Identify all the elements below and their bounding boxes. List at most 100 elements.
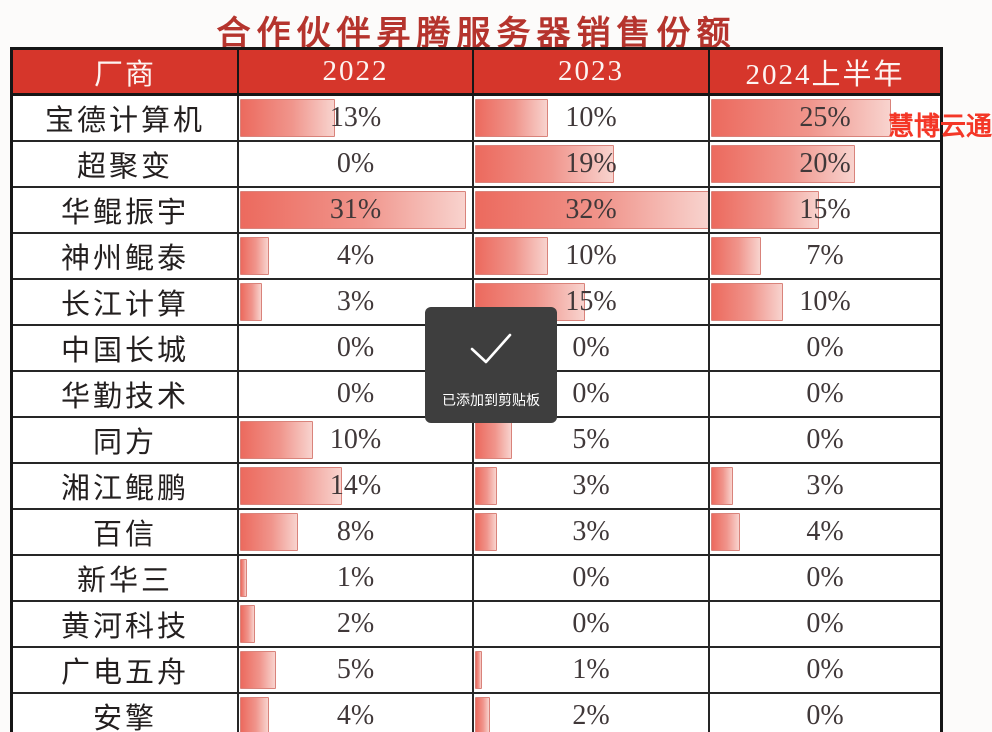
value-cell-2024-h1: 0% [708, 694, 940, 732]
value-bar [240, 421, 313, 459]
vendor-label: 黄河科技 [60, 611, 189, 643]
value-bar [711, 145, 855, 183]
table-body: 宝德计算机 13% 10% 25% 超聚变 0% 19% 20% [13, 96, 940, 732]
vendor-label: 百信 [92, 519, 157, 551]
value-label: 0% [806, 332, 844, 363]
vendor-cell: 同方 [13, 418, 237, 462]
value-bar [240, 467, 342, 505]
value-cell-2024-h1: 0% [708, 556, 940, 600]
vendor-cell: 长江计算 [13, 280, 237, 324]
value-cell-2022: 1% [237, 556, 472, 600]
vendor-cell: 中国长城 [13, 326, 237, 370]
value-bar [711, 513, 740, 551]
value-cell-2024-h1: 10% [708, 280, 940, 324]
value-bar [240, 559, 248, 597]
vendor-label: 超聚变 [76, 151, 173, 183]
value-cell-2024-h1: 3% [708, 464, 940, 508]
checkmark-icon [470, 333, 512, 364]
value-label: 8% [336, 516, 375, 547]
toast-message: 已添加到剪贴板 [442, 392, 540, 408]
value-cell-2022: 31% [237, 188, 472, 232]
value-bar [475, 697, 490, 732]
value-cell-2022: 8% [237, 510, 472, 554]
value-label: 0% [336, 148, 375, 179]
value-label: 0% [572, 608, 610, 639]
vendor-cell: 湘江鲲鹏 [13, 464, 237, 508]
vendor-cell: 广电五舟 [13, 648, 237, 692]
value-label: 10% [565, 102, 617, 133]
header-2022: 2022 [237, 50, 472, 93]
value-bar [711, 283, 783, 321]
table-header-row: 厂商 2022 2023 2024上半年 [13, 50, 940, 96]
vendor-label: 同方 [92, 427, 157, 459]
value-label: 0% [336, 378, 375, 409]
value-cell-2022: 0% [237, 142, 472, 186]
value-cell-2023: 32% [472, 188, 709, 232]
value-label: 1% [336, 562, 375, 593]
value-label: 4% [336, 700, 375, 731]
watermark: 慧博云通 [888, 112, 992, 141]
value-label: 14% [329, 470, 382, 501]
vendor-label: 神州鲲泰 [60, 243, 189, 275]
value-cell-2022: 2% [237, 602, 472, 646]
value-cell-2022: 14% [237, 464, 472, 508]
value-cell-2022: 4% [237, 694, 472, 732]
header-vendor: 厂商 [93, 58, 156, 91]
value-label: 2% [572, 700, 610, 731]
value-label: 0% [336, 332, 375, 363]
table-row: 安擎 4% 2% 0% [13, 694, 940, 732]
value-label: 1% [572, 654, 610, 685]
value-bar [475, 467, 497, 505]
value-cell-2022: 0% [237, 326, 472, 370]
value-label: 0% [572, 378, 610, 409]
value-cell-2024-h1: 20% [708, 142, 940, 186]
value-bar [240, 237, 270, 275]
value-cell-2023: 19% [472, 142, 708, 186]
value-label: 5% [572, 424, 610, 455]
value-bar [475, 145, 614, 183]
value-cell-2023: 3% [472, 510, 708, 554]
value-label: 13% [329, 102, 382, 133]
value-label: 20% [799, 148, 851, 179]
vendor-cell: 神州鲲泰 [13, 234, 237, 278]
value-label: 10% [329, 424, 382, 455]
value-cell-2023: 15% [472, 280, 708, 324]
value-label: 3% [572, 470, 610, 501]
table-row: 广电五舟 5% 1% 0% [13, 648, 940, 694]
value-cell-2024-h1: 0% [708, 326, 940, 370]
vendor-label: 长江计算 [60, 289, 189, 321]
value-bar [475, 99, 549, 137]
value-bar [240, 191, 466, 229]
table-row: 百信 8% 3% 4% [13, 510, 940, 556]
value-cell-2024-h1: 0% [708, 602, 940, 646]
value-cell-2023: 3% [472, 464, 708, 508]
vendor-cell: 华鲲振宇 [13, 188, 237, 232]
value-bar [240, 697, 270, 732]
value-label: 3% [806, 470, 844, 501]
vendor-label: 中国长城 [60, 335, 189, 367]
value-bar [475, 513, 497, 551]
vendor-label: 湘江鲲鹏 [60, 473, 189, 505]
table-row: 同方 10% 5% 0% [13, 418, 940, 464]
value-label: 3% [336, 286, 375, 317]
value-cell-2023: 10% [472, 96, 708, 140]
vendor-cell: 百信 [13, 510, 237, 554]
table-row: 湘江鲲鹏 14% 3% 3% [13, 464, 940, 510]
value-label: 15% [799, 194, 851, 225]
value-label: 3% [572, 516, 610, 547]
value-bar [240, 283, 262, 321]
vendor-cell: 超聚变 [13, 142, 237, 186]
vendor-cell: 安擎 [13, 694, 237, 732]
table-row: 超聚变 0% 19% 20% [13, 142, 940, 188]
value-bar [240, 605, 255, 643]
value-bar [475, 191, 709, 229]
value-label: 31% [329, 194, 382, 225]
vendor-cell: 新华三 [13, 556, 237, 600]
value-bar [711, 467, 733, 505]
table-row: 黄河科技 2% 0% 0% [13, 602, 940, 648]
value-label: 7% [806, 240, 844, 271]
value-label: 15% [565, 286, 617, 317]
vendor-label: 新华三 [76, 565, 173, 597]
value-label: 0% [572, 562, 610, 593]
